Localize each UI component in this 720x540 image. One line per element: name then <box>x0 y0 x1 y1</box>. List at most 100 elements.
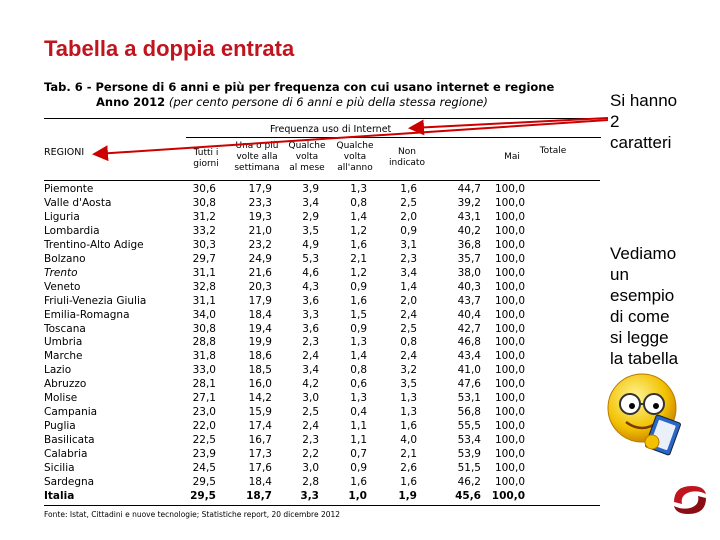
value-cell: 29,5 <box>192 476 216 489</box>
column-header: Qualche volta all'anno <box>324 141 386 174</box>
value-cell: 20,3 <box>248 280 272 293</box>
table-bottom-rule <box>44 505 600 506</box>
column-header-line: Qualche <box>336 141 374 151</box>
side-note-line: di come <box>610 307 670 326</box>
smiley-reading-icon <box>607 373 681 456</box>
region-name: Puglia <box>44 420 76 433</box>
column-header: Qualche volta al mese <box>276 141 338 174</box>
value-cell: 41,0 <box>457 364 481 377</box>
table-row: Lombardia 33,2 21,0 3,5 1,2 0,9 40,2 100,0 <box>44 225 525 239</box>
value-cell: 1,5 <box>350 308 367 321</box>
value-cell: 28,8 <box>192 336 216 349</box>
value-cell: 3,9 <box>302 183 319 195</box>
region-name: Lombardia <box>44 224 100 237</box>
caption-line-2: Anno 2012 (per cento persone di 6 anni e… <box>44 95 554 110</box>
side-note-line: un <box>610 265 629 284</box>
value-cell: 30,3 <box>192 238 216 251</box>
value-cell: 40,3 <box>457 280 481 293</box>
value-cell: 100,0 <box>494 406 525 419</box>
side-note-line: si legge <box>610 328 669 347</box>
value-cell: 100,0 <box>494 392 525 405</box>
value-cell: 17,6 <box>248 462 272 475</box>
table-row: Umbria 28,8 19,9 2,3 1,3 0,8 46,8 100,0 <box>44 336 525 350</box>
value-cell: 0,7 <box>350 448 367 461</box>
table-row: Trento 31,1 21,6 4,6 1,2 3,4 38,0 100,0 <box>44 267 525 281</box>
value-cell: 15,9 <box>248 406 272 419</box>
value-cell: 19,4 <box>248 322 272 335</box>
region-name: Bolzano <box>44 252 86 265</box>
value-cell: 3,1 <box>400 238 417 251</box>
value-cell: 22,5 <box>192 434 216 447</box>
value-cell: 40,4 <box>457 308 481 321</box>
caption-note: (per cento persone di 6 anni e più della… <box>165 95 488 109</box>
value-cell: 30,8 <box>192 322 216 335</box>
table-row: Veneto 32,8 20,3 4,3 0,9 1,4 40,3 100,0 <box>44 281 525 295</box>
value-cell: 2,4 <box>302 420 319 433</box>
value-cell: 31,1 <box>192 294 216 307</box>
value-cell: 100,0 <box>494 378 525 391</box>
value-cell: 51,5 <box>457 462 481 475</box>
value-cell: 100,0 <box>494 183 525 195</box>
region-name: Piemonte <box>44 183 94 195</box>
value-cell: 1,3 <box>350 336 367 349</box>
value-cell: 1,9 <box>398 489 417 502</box>
table-row: Liguria 31,2 19,3 2,9 1,4 2,0 43,1 100,0 <box>44 211 525 225</box>
value-cell: 16,7 <box>248 434 272 447</box>
value-cell: 31,1 <box>192 266 216 279</box>
value-cell: 2,9 <box>302 210 319 223</box>
value-cell: 2,3 <box>400 252 417 265</box>
value-cell: 4,3 <box>302 280 319 293</box>
table-row: Friuli-Venezia Giulia 31,1 17,9 3,6 1,6 2,0 43… <box>44 295 525 309</box>
value-cell: 47,6 <box>457 378 481 391</box>
value-cell: 1,1 <box>350 434 367 447</box>
region-name: Basilicata <box>44 434 95 447</box>
value-cell: 44,7 <box>457 183 481 195</box>
value-cell: 21,6 <box>248 266 272 279</box>
side-note-line: la tabella <box>610 349 679 368</box>
value-cell: 4,2 <box>302 378 319 391</box>
value-cell: 100,0 <box>494 364 525 377</box>
value-cell: 100,0 <box>494 434 525 447</box>
value-cell: 40,2 <box>457 224 481 237</box>
side-note-line: Si hanno <box>610 91 678 110</box>
value-cell: 53,4 <box>457 434 481 447</box>
value-cell: 0,9 <box>350 280 367 293</box>
value-cell: 31,2 <box>192 210 216 223</box>
data-table: Piemonte 30,6 17,9 3,9 1,3 1,6 44,7 100,0 Valle … <box>44 183 525 504</box>
region-name: Marche <box>44 350 83 363</box>
region-name: Calabria <box>44 448 88 461</box>
region-name: Sardegna <box>44 476 95 489</box>
value-cell: 3,5 <box>302 224 319 237</box>
value-cell: 100,0 <box>494 336 525 349</box>
value-cell: 1,6 <box>350 238 367 251</box>
region-name: Trento <box>44 266 78 279</box>
value-cell: 53,9 <box>457 448 481 461</box>
value-cell: 100,0 <box>494 266 525 279</box>
table-row: Emilia-Romagna 34,0 18,4 3,3 1,5 2,4 40,4 100,0 <box>44 309 525 323</box>
value-cell: 32,8 <box>192 280 216 293</box>
value-cell: 100,0 <box>494 476 525 489</box>
column-header-line: all'anno <box>337 163 373 173</box>
value-cell: 1,0 <box>348 489 367 502</box>
value-cell: 3,6 <box>302 322 319 335</box>
side-note-bottom: Vediamo un esempio di come si legge la t… <box>610 243 678 369</box>
value-cell: 29,7 <box>192 252 216 265</box>
value-cell: 1,6 <box>350 294 367 307</box>
value-cell: 3,4 <box>302 196 319 209</box>
table-row: Campania 23,0 15,9 2,5 0,4 1,3 56,8 100,0 <box>44 406 525 420</box>
value-cell: 5,3 <box>302 252 319 265</box>
value-cell: 1,3 <box>400 392 417 405</box>
value-cell: 39,2 <box>457 196 481 209</box>
column-header-line: volte alla <box>236 152 278 162</box>
region-name: Italia <box>44 489 75 502</box>
region-name: Friuli-Venezia Giulia <box>44 294 147 307</box>
value-cell: 100,0 <box>494 448 525 461</box>
value-cell: 21,0 <box>248 224 272 237</box>
region-name: Trentino-Alto Adige <box>44 238 144 251</box>
value-cell: 3,3 <box>300 489 319 502</box>
value-cell: 2,2 <box>302 448 319 461</box>
table-row: Trentino-Alto Adige 30,3 23,2 4,9 1,6 3,1 36,8… <box>44 239 525 253</box>
value-cell: 2,5 <box>400 322 417 335</box>
value-cell: 23,9 <box>192 448 216 461</box>
